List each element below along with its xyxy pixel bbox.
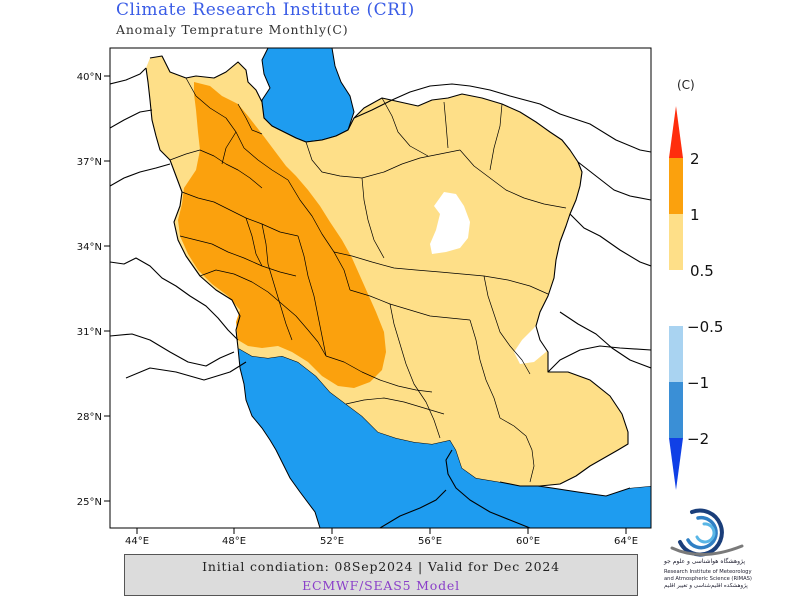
legend-label-m0-5: −0.5 <box>687 318 724 336</box>
legend-label-0-5: 0.5 <box>690 262 714 280</box>
no-anomaly-patch-central <box>430 192 470 254</box>
logo-english-line1: Research Institute of Meteorology <box>664 569 752 575</box>
legend-swatch-0-5-to-1 <box>669 214 683 270</box>
rimas-logo-icon <box>670 508 744 557</box>
axis-ticks <box>104 75 627 534</box>
lon-label-48: 48°E <box>222 536 246 547</box>
map-title: Climate Research Institute (CRI) <box>116 0 415 20</box>
initial-condition-text: Initial condiation: 08Sep2024 | Valid fo… <box>202 559 560 574</box>
legend-unit: (C) <box>677 78 695 92</box>
country-borders <box>110 55 651 528</box>
legend-swatch-below-m2 <box>669 438 683 490</box>
lon-label-60: 60°E <box>516 536 540 547</box>
model-name-text: ECMWF/SEAS5 Model <box>302 578 460 593</box>
legend-swatch-above-2 <box>669 106 683 158</box>
map-subtitle: Anomaly Temprature Monthly(C) <box>116 22 349 37</box>
legend-label-m2: −2 <box>687 430 710 448</box>
rimas-logo: پژوهشگاه هواشناسی و علوم جو Research Ins… <box>662 502 762 594</box>
legend-swatch-m0-5-to-m1 <box>669 326 683 382</box>
lon-label-64: 64°E <box>614 536 638 547</box>
legend-swatch-m1-to-m2 <box>669 382 683 438</box>
lat-label-25: 25°N <box>77 497 102 508</box>
lat-label-28: 28°N <box>77 412 102 423</box>
logo-persian-sub: پژوهشکده اقلیم‌شناسی و تغییر اقلیم <box>664 583 748 589</box>
no-anomaly-patch-east <box>514 300 570 364</box>
lon-label-44: 44°E <box>125 536 149 547</box>
lon-label-52: 52°E <box>320 536 344 547</box>
color-legend <box>669 106 683 490</box>
no-anomaly-patch-southeast <box>610 396 651 488</box>
footer-info-box: Initial condiation: 08Sep2024 | Valid fo… <box>124 554 638 596</box>
province-borders <box>169 77 567 483</box>
legend-label-2: 2 <box>690 150 700 168</box>
lat-label-37: 37°N <box>77 157 102 168</box>
logo-persian-name: پژوهشگاه هواشناسی و علوم جو <box>664 558 746 565</box>
lat-label-34: 34°N <box>77 242 102 253</box>
legend-label-1: 1 <box>690 206 700 224</box>
map-frame <box>109 47 652 529</box>
legend-label-m1: −1 <box>687 374 710 392</box>
lat-label-31: 31°N <box>77 327 102 338</box>
logo-english-line2: and Atmospheric Science (RIMAS) <box>664 576 752 582</box>
lon-label-56: 56°E <box>418 536 442 547</box>
lat-label-40: 40°N <box>77 72 102 83</box>
anomaly-region-1-to-2 <box>178 82 386 388</box>
legend-swatch-1-to-2 <box>669 158 683 214</box>
